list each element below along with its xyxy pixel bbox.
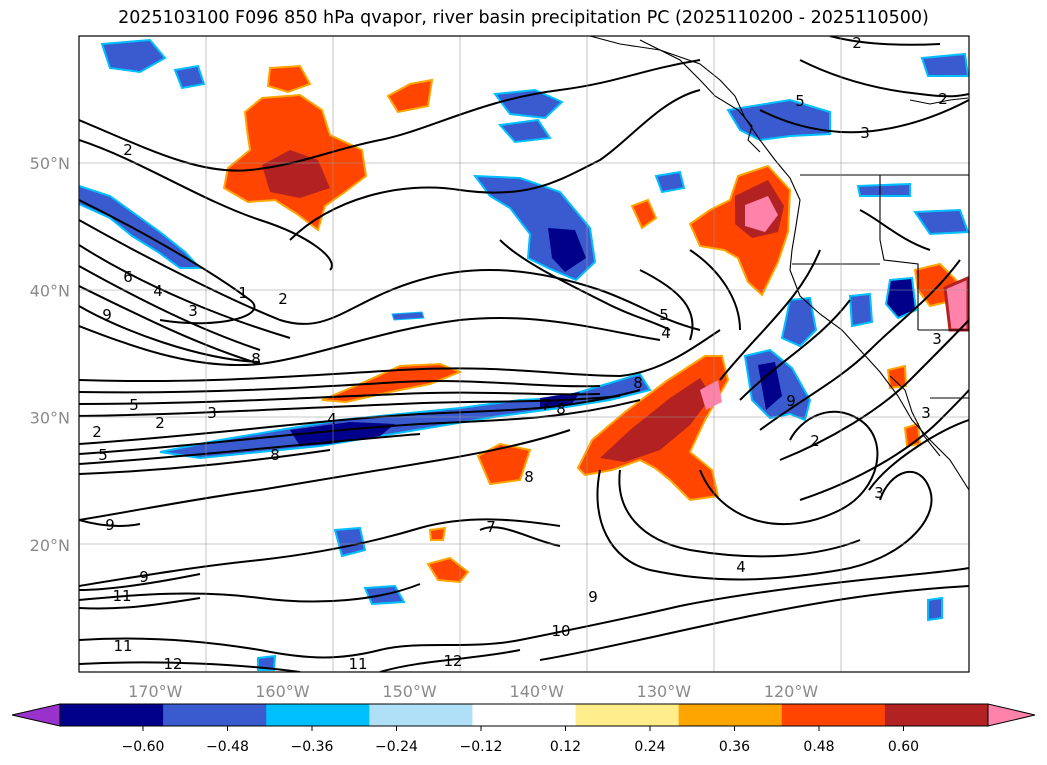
colorbar-tick-label: 0.24: [634, 739, 665, 755]
colorbar-tick-label: −0.36: [291, 739, 334, 755]
contour-label: 2: [852, 34, 862, 52]
contour-label: 11: [112, 587, 131, 605]
contour-label: 12: [163, 655, 182, 673]
latitude-label: 30°N: [30, 409, 70, 428]
contour-label: 2: [92, 423, 102, 441]
colorbar-bin: [369, 704, 473, 726]
longitude-label: 130°W: [637, 682, 692, 701]
latitude-label: 40°N: [30, 281, 70, 300]
contour-label: 9: [105, 516, 115, 534]
colorbar-tick-label: 0.48: [803, 739, 834, 755]
precip-negative-areas: [79, 38, 969, 671]
colorbar-bin: [472, 704, 577, 726]
longitude-label: 120°W: [764, 682, 819, 701]
contour-label: 9: [786, 392, 796, 410]
latitude-label: 20°N: [30, 536, 70, 555]
contour-label: 8: [524, 468, 534, 486]
plot-frame: [78, 35, 970, 673]
latitude-label: 50°N: [30, 154, 70, 173]
longitude-labels: 170°W 160°W 150°W 140°W 130°W 120°W: [128, 682, 818, 701]
latitude-labels: 50°N 40°N 30°N 20°N: [30, 154, 70, 555]
longitude-label: 160°W: [255, 682, 310, 701]
contour-label: 3: [921, 404, 931, 422]
contour-label: 11: [113, 637, 132, 655]
contour-label: 5: [129, 396, 139, 414]
contour-label: 11: [348, 655, 367, 673]
contour-label: 5: [795, 92, 805, 110]
colorbar-tick-label: 0.36: [719, 739, 750, 755]
contour-label: 9: [102, 306, 112, 324]
contour-label: 4: [661, 324, 671, 342]
contour-label: 4: [153, 282, 163, 300]
colorbar-extend-min: [11, 703, 61, 727]
contour-label: 5: [98, 446, 108, 464]
contour-label: 10: [551, 622, 570, 640]
contour-label: 2: [123, 141, 133, 159]
contour-label: 5: [659, 306, 669, 324]
colorbar-bin: [266, 704, 370, 726]
colorbar: −0.60 −0.48 −0.36 −0.24 −0.12 0.12 0.24 0.36 0.4…: [11, 703, 1036, 755]
colorbar-frame: [59, 703, 989, 727]
contour-label: 3: [860, 124, 870, 142]
contour-label: 3: [188, 302, 198, 320]
contour-label: 8: [270, 446, 280, 464]
longitude-label: 150°W: [382, 682, 437, 701]
contour-label: 9: [139, 568, 149, 586]
contour-label: 8: [251, 350, 261, 368]
colorbar-bin: [163, 704, 267, 726]
contour-label: 7: [486, 518, 496, 536]
contour-label: 7: [541, 396, 551, 414]
contour-label: 2: [155, 414, 165, 432]
gridlines: [79, 36, 969, 672]
colorbar-bin: [678, 704, 783, 726]
colorbar-tick-label: −0.48: [206, 739, 249, 755]
longitude-label: 140°W: [510, 682, 565, 701]
contour-label: 12: [443, 652, 462, 670]
colorbar-bin: [60, 704, 164, 726]
contour-label: 8: [556, 400, 566, 418]
longitude-label: 170°W: [128, 682, 183, 701]
contour-label: 8: [633, 374, 643, 392]
contour-label: 1: [238, 284, 248, 302]
colorbar-tick-label: −0.12: [460, 739, 503, 755]
contour-label: 4: [327, 410, 337, 428]
contour-label: 6: [123, 268, 133, 286]
colorbar-bin: [781, 704, 886, 726]
colorbar-tick-label: 0.12: [550, 739, 581, 755]
contour-label: 3: [874, 484, 884, 502]
contour-label: 2: [278, 290, 288, 308]
map-title: 2025103100 F096 850 hPa qvapor, river ba…: [118, 8, 929, 28]
colorbar-extend-max: [987, 703, 1036, 727]
contour-label: 3: [207, 404, 217, 422]
qvapor-contours: [79, 36, 969, 672]
contour-label: 2: [938, 90, 948, 108]
contour-label: 3: [932, 330, 942, 348]
colorbar-tick-label: −0.24: [375, 739, 418, 755]
colorbar-tick-label: −0.60: [122, 739, 165, 755]
colorbar-bin: [884, 704, 989, 726]
contour-label: 2: [810, 432, 820, 450]
colorbar-tick-label: 0.60: [888, 739, 919, 755]
contour-label: 9: [588, 588, 598, 606]
colorbar-bin: [575, 704, 680, 726]
contour-label: 4: [736, 558, 746, 576]
